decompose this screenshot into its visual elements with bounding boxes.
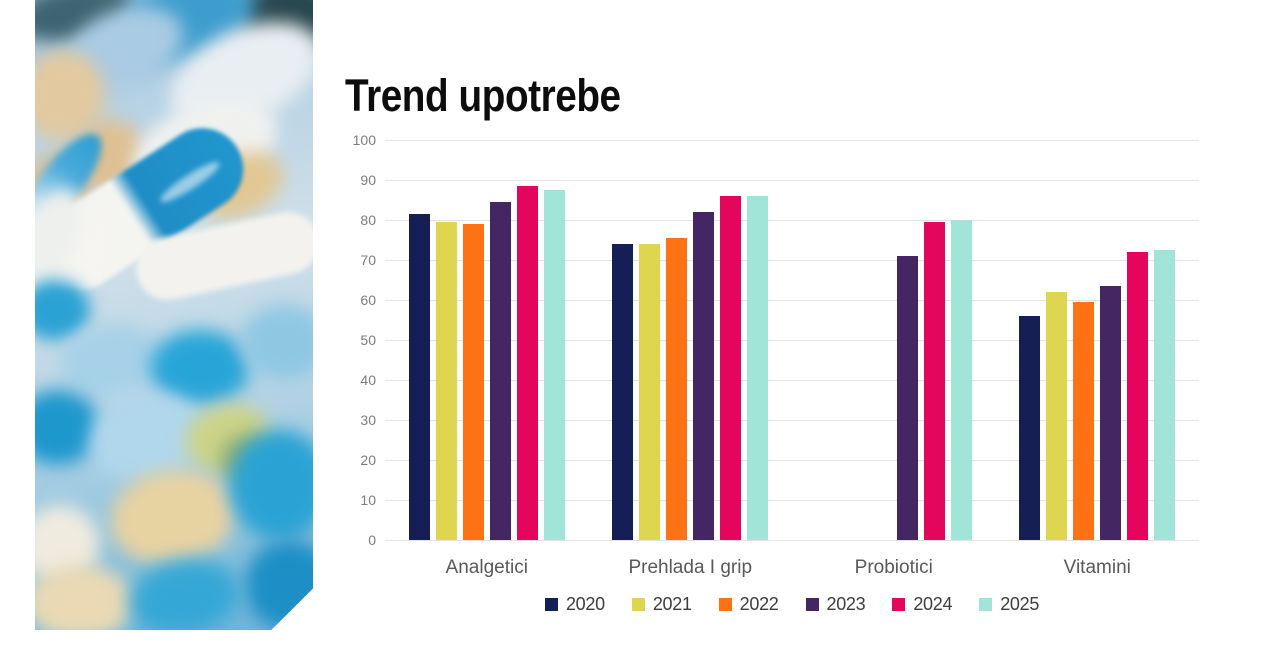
gridline xyxy=(385,180,1199,181)
legend-item: 2023 xyxy=(805,594,866,615)
gridline xyxy=(385,500,1199,501)
bar-2024-vitamini xyxy=(1127,252,1149,540)
legend-label: 2024 xyxy=(913,594,953,614)
bar-2022-analgetici xyxy=(462,224,484,540)
pill-shape xyxy=(150,330,250,405)
y-axis-tick-label: 20 xyxy=(360,452,376,468)
legend-label: 2023 xyxy=(826,594,866,614)
bar-2025-vitamini xyxy=(1154,250,1176,540)
legend-swatch-icon xyxy=(631,598,645,611)
chart-legend: 2020 2021 2022 2023 2024 2025 xyxy=(385,594,1199,615)
pill-shape xyxy=(35,565,135,630)
pills-photo-image xyxy=(35,0,313,630)
legend-item: 2025 xyxy=(979,594,1039,615)
x-axis-category-label: Prehlada I grip xyxy=(628,557,753,578)
bar-2022-vitamini xyxy=(1073,302,1095,540)
y-axis-tick-label: 10 xyxy=(360,492,376,508)
chart-title: Trend upotrebe xyxy=(345,70,621,121)
bar-2020-analgetici xyxy=(408,214,430,540)
x-axis-category-label: Analgetici xyxy=(445,557,528,578)
bar-2024-prehlada-i-grip xyxy=(720,196,742,540)
pill-shape xyxy=(35,280,90,340)
gridline xyxy=(385,300,1199,301)
y-axis-tick-label: 90 xyxy=(360,172,376,188)
legend-label: 2020 xyxy=(565,594,605,614)
y-axis-tick-label: 80 xyxy=(360,212,376,228)
y-axis-tick-label: 30 xyxy=(360,412,376,428)
gridline xyxy=(385,460,1199,461)
gridline xyxy=(385,420,1199,421)
bar-2023-vitamini xyxy=(1100,286,1122,540)
gridline xyxy=(385,260,1199,261)
bar-2025-prehlada-i-grip xyxy=(747,196,769,540)
bar-2024-analgetici xyxy=(516,186,538,540)
legend-swatch-icon xyxy=(979,598,993,611)
legend-item: 2022 xyxy=(718,594,779,615)
bar-2021-prehlada-i-grip xyxy=(639,244,661,540)
gridline xyxy=(385,380,1199,381)
bar-2023-probiotici xyxy=(896,256,918,540)
y-axis-tick-label: 100 xyxy=(352,132,376,148)
y-axis-tick-label: 70 xyxy=(360,252,376,268)
bar-2021-vitamini xyxy=(1046,292,1068,540)
bar-2024-probiotici xyxy=(923,222,945,540)
y-axis-tick-label: 0 xyxy=(368,532,376,548)
bar-2023-prehlada-i-grip xyxy=(693,212,715,540)
pill-shape xyxy=(240,305,313,380)
x-axis-category-label: Probiotici xyxy=(854,557,933,578)
bar-2021-analgetici xyxy=(435,222,457,540)
bar-2025-analgetici xyxy=(543,190,565,540)
legend-label: 2022 xyxy=(739,594,779,614)
gridline xyxy=(385,540,1199,541)
bar-2020-vitamini xyxy=(1019,316,1041,540)
legend-swatch-icon xyxy=(805,598,819,611)
legend-label: 2025 xyxy=(1000,594,1040,614)
bar-2022-prehlada-i-grip xyxy=(666,238,688,540)
gridline xyxy=(385,220,1199,221)
legend-swatch-icon xyxy=(892,598,906,611)
bar-2025-probiotici xyxy=(950,220,972,540)
gridline xyxy=(385,340,1199,341)
pill-shape xyxy=(35,390,100,465)
legend-item: 2021 xyxy=(631,594,692,615)
y-axis-tick-label: 60 xyxy=(360,292,376,308)
legend-label: 2021 xyxy=(652,594,692,614)
y-axis-tick-label: 50 xyxy=(360,332,376,348)
pill-shape xyxy=(230,430,313,540)
y-axis-tick-label: 40 xyxy=(360,372,376,388)
gridline xyxy=(385,140,1199,141)
legend-item: 2024 xyxy=(892,594,952,615)
x-axis-category-label: Vitamini xyxy=(1063,557,1131,578)
legend-swatch-icon xyxy=(718,598,732,611)
legend-item: 2020 xyxy=(544,594,605,615)
legend-swatch-icon xyxy=(544,598,558,611)
bar-2020-prehlada-i-grip xyxy=(612,244,634,540)
bar-2023-analgetici xyxy=(489,202,511,540)
